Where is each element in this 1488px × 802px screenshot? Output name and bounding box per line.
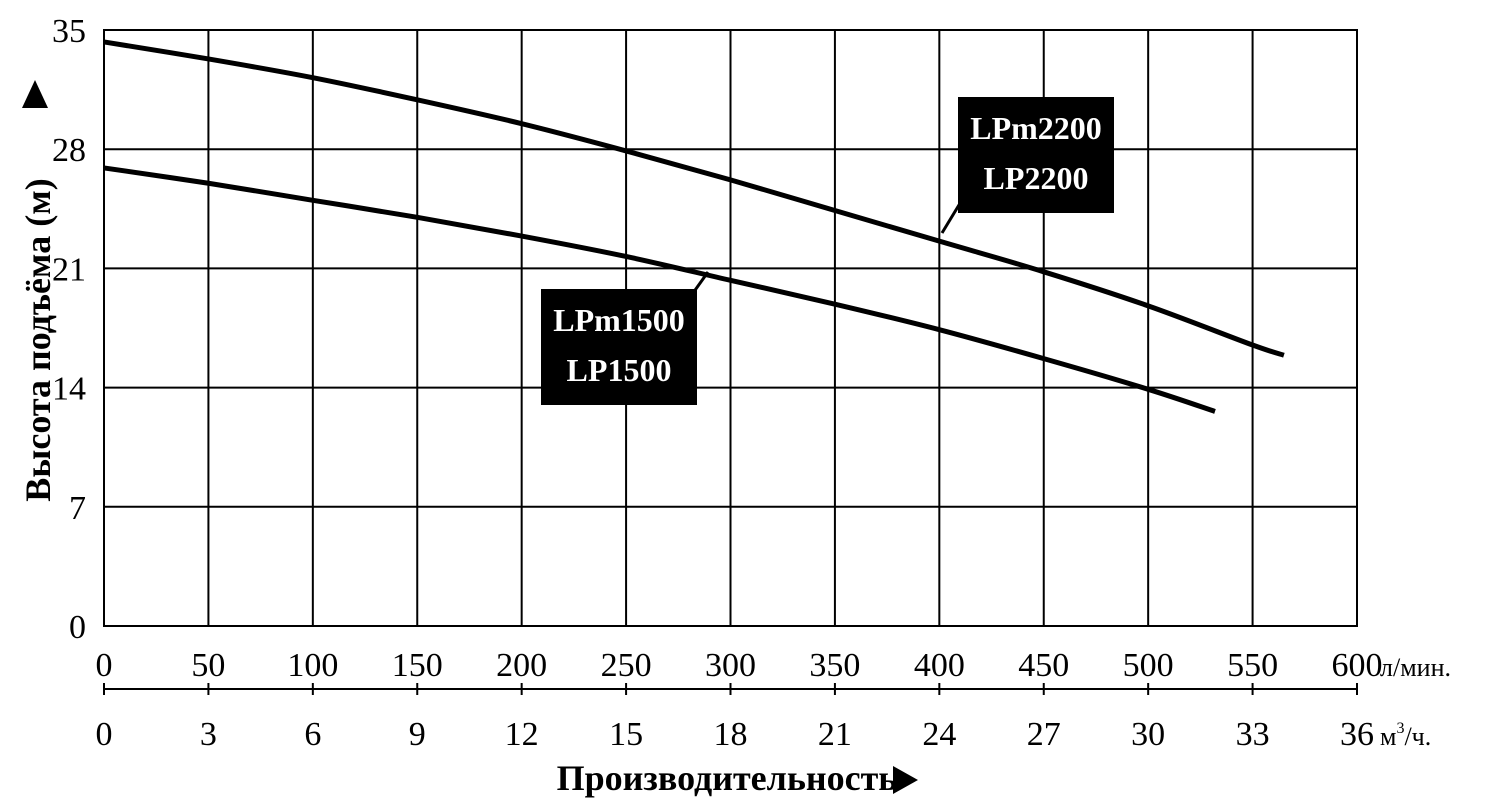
x-tick-label-lmin: 200 bbox=[496, 647, 547, 684]
y-axis-arrow-icon bbox=[22, 80, 48, 108]
x-tick-label-lmin: 100 bbox=[287, 647, 338, 684]
x-tick-label-lmin: 300 bbox=[705, 647, 756, 684]
y-tick-label: 35 bbox=[52, 13, 86, 50]
series-label-box bbox=[958, 97, 1114, 213]
series-label-text: LPm2200 bbox=[970, 110, 1102, 146]
x-tick-label-lmin: 450 bbox=[1018, 647, 1069, 684]
x-tick-label-lmin: 550 bbox=[1227, 647, 1278, 684]
x-tick-label-m3h: 0 bbox=[96, 716, 113, 753]
x-tick-label-m3h: 12 bbox=[505, 716, 539, 753]
series-line-1 bbox=[103, 39, 1285, 358]
x-tick-label-lmin: 50 bbox=[191, 647, 225, 684]
y-tick-label: 21 bbox=[52, 251, 86, 288]
x-tick-label-lmin: 350 bbox=[809, 647, 860, 684]
x-tick-label-lmin: 400 bbox=[914, 647, 965, 684]
y-tick-label: 7 bbox=[69, 490, 86, 527]
y-axis-title: Высота подъёма (м) bbox=[18, 178, 58, 501]
x-tick-label-lmin: 600 bbox=[1332, 647, 1383, 684]
x-tick-label-lmin: 150 bbox=[392, 647, 443, 684]
grid bbox=[103, 29, 1358, 695]
x-axis-arrow-icon bbox=[893, 766, 918, 794]
series-label-box bbox=[541, 289, 697, 405]
x-tick-label-m3h: 36 bbox=[1340, 716, 1374, 753]
x-tick-label-lmin: 250 bbox=[601, 647, 652, 684]
curves bbox=[103, 39, 1285, 414]
series-label-text: LPm1500 bbox=[553, 302, 685, 338]
x-tick-label-m3h: 21 bbox=[818, 716, 852, 753]
series-label-text: LP2200 bbox=[984, 160, 1089, 196]
x-tick-label-m3h: 33 bbox=[1236, 716, 1270, 753]
x-tick-label-m3h: 15 bbox=[609, 716, 643, 753]
series-label-text: LP1500 bbox=[567, 352, 672, 388]
x-tick-label-m3h: 18 bbox=[714, 716, 748, 753]
x-axis-title: Производительность bbox=[557, 758, 898, 798]
x-unit-m3h: м3/ч. bbox=[1380, 720, 1431, 751]
x-tick-label-m3h: 3 bbox=[200, 716, 217, 753]
x-unit-lmin: л/мин. bbox=[1380, 653, 1451, 682]
y-tick-label: 28 bbox=[52, 132, 86, 169]
x-tick-label-m3h: 9 bbox=[409, 716, 426, 753]
x-tick-label-m3h: 30 bbox=[1131, 716, 1165, 753]
series-line-2 bbox=[103, 165, 1216, 414]
x-tick-label-lmin: 0 bbox=[96, 647, 113, 684]
y-tick-label: 14 bbox=[52, 371, 86, 408]
y-tick-label: 0 bbox=[69, 609, 86, 646]
x-tick-label-m3h: 24 bbox=[922, 716, 956, 753]
x-tick-label-m3h: 27 bbox=[1027, 716, 1061, 753]
x-tick-label-m3h: 6 bbox=[304, 716, 321, 753]
x-tick-label-lmin: 500 bbox=[1123, 647, 1174, 684]
series-labels: LPm2200 LP2200 LPm1500 LP1500 bbox=[541, 97, 1114, 405]
